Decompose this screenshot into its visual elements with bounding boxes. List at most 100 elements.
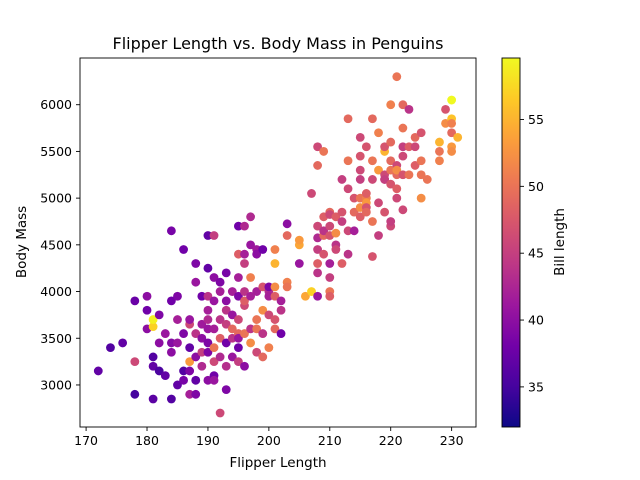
x-tick-label-220: 220	[379, 433, 403, 448]
data-point-177	[349, 207, 359, 217]
data-point-105	[246, 291, 255, 301]
data-point-167	[337, 217, 347, 226]
data-point-98	[240, 361, 249, 371]
data-point-28	[179, 329, 188, 338]
data-point-80	[227, 310, 237, 320]
data-point-173	[343, 226, 353, 236]
data-point-126	[270, 291, 280, 301]
data-point-22	[166, 394, 176, 404]
data-point-44	[197, 361, 207, 371]
data-point-95	[240, 249, 249, 259]
x-tick-label-190: 190	[196, 433, 220, 448]
data-point-152	[319, 147, 329, 156]
data-point-182	[355, 151, 365, 161]
data-point-185	[355, 212, 365, 222]
data-point-199	[374, 198, 383, 208]
data-point-172	[343, 156, 353, 166]
data-point-1	[106, 343, 115, 352]
plot-frame	[79, 57, 477, 428]
data-point-54	[203, 305, 213, 315]
y-tick-label-6000: 6000	[40, 97, 72, 112]
data-point-86	[234, 249, 243, 259]
data-point-37	[185, 315, 195, 324]
data-point-157	[325, 273, 335, 282]
x-tick-label-170: 170	[74, 433, 98, 448]
data-point-209	[386, 165, 396, 175]
data-point-20	[166, 296, 176, 306]
data-point-65	[209, 231, 219, 240]
y-tick-label-5000: 5000	[40, 191, 72, 206]
data-point-213	[386, 217, 396, 226]
data-point-193	[368, 156, 377, 166]
data-point-50	[203, 263, 213, 273]
data-point-102	[246, 273, 255, 282]
data-point-16	[154, 366, 164, 376]
data-point-19	[166, 338, 176, 348]
data-point-23	[166, 347, 176, 357]
data-point-14	[154, 310, 164, 320]
data-point-46	[197, 333, 207, 343]
y-tick-label-3500: 3500	[40, 331, 72, 346]
data-point-128	[270, 324, 280, 334]
data-point-108	[252, 287, 262, 296]
data-point-72	[221, 319, 231, 329]
data-point-132	[282, 219, 292, 229]
data-point-41	[191, 329, 201, 338]
data-point-66	[215, 315, 225, 324]
data-point-79	[227, 333, 237, 343]
data-point-11	[148, 352, 158, 362]
data-point-180	[355, 193, 365, 203]
data-point-236	[422, 175, 432, 184]
data-point-93	[240, 329, 249, 338]
data-point-139	[301, 291, 310, 301]
data-point-94	[240, 287, 249, 296]
data-point-58	[209, 343, 219, 352]
data-point-71	[215, 277, 225, 287]
x-tick-label-200: 200	[257, 433, 281, 448]
data-point-81	[227, 287, 237, 296]
data-point-124	[270, 245, 280, 254]
data-point-227	[404, 142, 414, 152]
data-point-221	[398, 123, 408, 133]
data-point-43	[191, 389, 201, 399]
data-point-3	[130, 389, 140, 399]
colorbar-tick-label-45: 45	[528, 246, 544, 261]
data-point-29	[179, 245, 188, 254]
data-point-235	[416, 170, 426, 180]
data-point-34	[185, 389, 195, 399]
data-point-127	[270, 315, 280, 324]
data-point-101	[246, 338, 255, 348]
y-axis: 3000 3500 4000 4500 5000 5500 6000	[40, 97, 80, 392]
data-point-106	[246, 212, 255, 222]
data-point-169	[337, 207, 347, 217]
data-point-76	[221, 361, 231, 371]
data-point-118	[264, 310, 274, 320]
data-point-110	[252, 347, 262, 357]
data-point-117	[258, 245, 268, 254]
data-point-56	[203, 347, 213, 357]
data-point-10	[148, 315, 158, 324]
data-point-15	[154, 338, 164, 348]
data-point-0	[93, 366, 103, 376]
data-point-104	[246, 240, 255, 250]
data-point-78	[221, 268, 231, 278]
data-point-42	[191, 375, 201, 385]
data-point-4	[130, 357, 140, 367]
data-point-237	[435, 156, 444, 166]
data-point-196	[368, 217, 377, 226]
data-point-51	[203, 324, 213, 334]
data-point-154	[319, 226, 329, 236]
x-axis: 170 180 190 200 210 220 230	[74, 427, 464, 448]
data-point-125	[270, 282, 280, 292]
data-point-55	[203, 231, 213, 240]
data-point-25	[173, 338, 182, 348]
data-point-135	[282, 282, 292, 292]
colorbar	[501, 57, 521, 428]
colorbar-tick-label-35: 35	[528, 379, 544, 394]
data-point-208	[386, 100, 396, 110]
data-point-216	[392, 72, 402, 82]
data-point-142	[313, 291, 322, 301]
data-point-137	[294, 235, 304, 245]
data-point-70	[215, 408, 225, 418]
data-point-114	[258, 329, 268, 338]
